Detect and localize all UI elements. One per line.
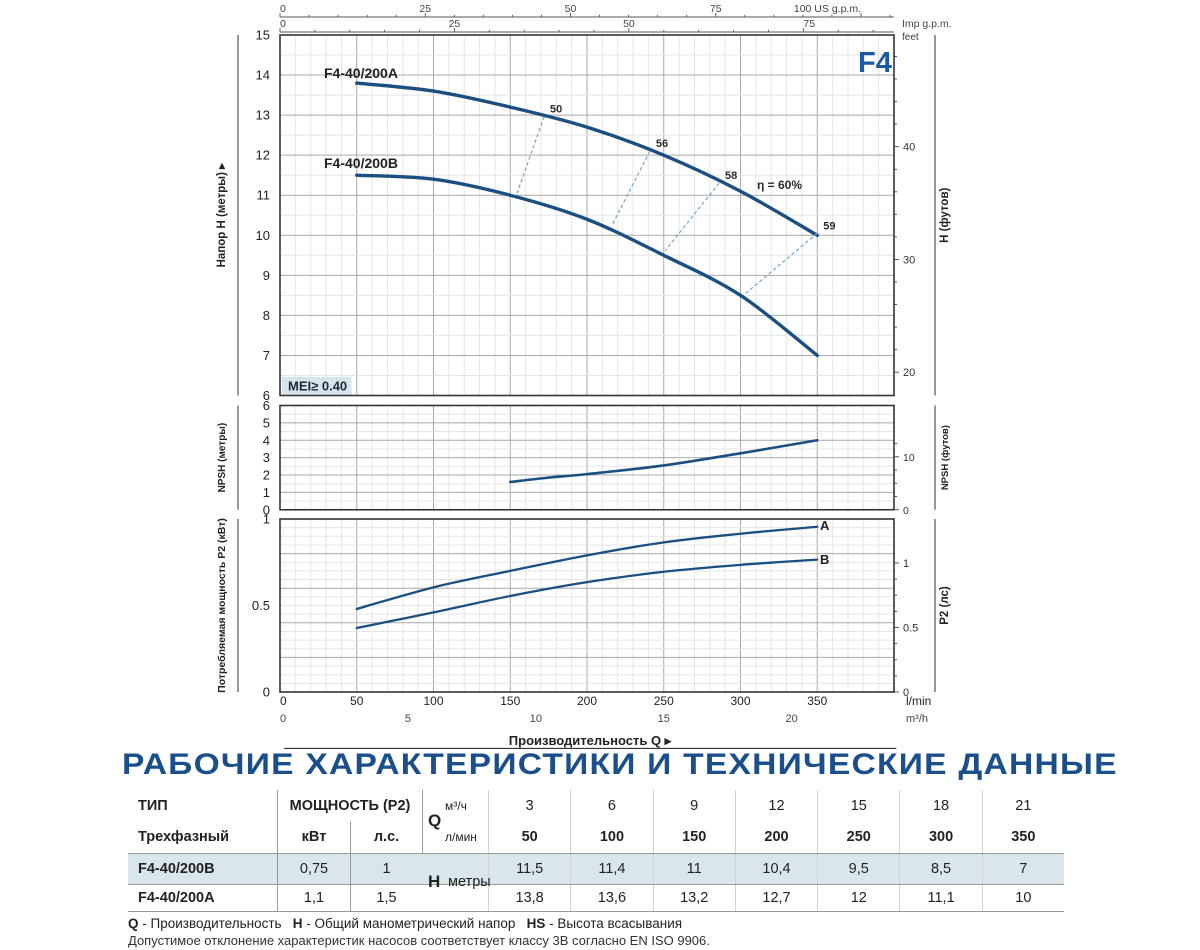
svg-text:6: 6 <box>263 398 270 413</box>
svg-text:0: 0 <box>280 3 286 15</box>
svg-text:30: 30 <box>903 254 915 266</box>
svg-text:P2 (лс): P2 (лс) <box>939 586 951 625</box>
svg-text:11: 11 <box>257 188 271 203</box>
svg-text:250: 250 <box>654 694 674 708</box>
svg-text:10: 10 <box>256 228 270 243</box>
svg-text:m³/h: m³/h <box>906 713 928 725</box>
svg-text:feet: feet <box>902 32 919 43</box>
svg-text:NPSH (метры): NPSH (метры) <box>217 423 228 493</box>
svg-text:A: A <box>820 518 830 533</box>
svg-text:1: 1 <box>903 558 909 570</box>
svg-text:100: 100 <box>423 694 443 708</box>
svg-text:0: 0 <box>280 694 287 708</box>
svg-text:50: 50 <box>350 694 364 708</box>
svg-text:13: 13 <box>256 108 270 123</box>
svg-text:1: 1 <box>263 512 270 527</box>
svg-text:B: B <box>820 552 829 567</box>
svg-text:58: 58 <box>725 170 737 182</box>
svg-text:59: 59 <box>823 220 835 232</box>
svg-text:Напор H (метры) ▸: Напор H (метры) ▸ <box>216 162 228 267</box>
svg-text:Потребляемая мощность P2 (кВт): Потребляемая мощность P2 (кВт) <box>216 518 228 693</box>
svg-text:3: 3 <box>263 450 270 465</box>
svg-text:75: 75 <box>803 18 815 30</box>
svg-text:350: 350 <box>807 694 827 708</box>
svg-text:0.5: 0.5 <box>903 623 918 635</box>
svg-text:0: 0 <box>280 18 286 30</box>
svg-text:Imp g.p.m.: Imp g.p.m. <box>902 18 952 30</box>
svg-text:F4: F4 <box>858 47 892 79</box>
svg-text:200: 200 <box>577 694 597 708</box>
svg-text:20: 20 <box>903 367 915 379</box>
svg-text:F4-40/200B: F4-40/200B <box>324 155 398 171</box>
svg-text:300: 300 <box>730 694 750 708</box>
svg-text:9: 9 <box>263 268 270 283</box>
svg-text:7: 7 <box>263 348 270 363</box>
svg-text:14: 14 <box>256 68 270 83</box>
svg-text:56: 56 <box>656 138 668 150</box>
svg-text:F4-40/200A: F4-40/200A <box>324 65 398 81</box>
svg-text:MEI≥ 0.40: MEI≥ 0.40 <box>288 379 347 394</box>
svg-text:8: 8 <box>263 308 270 323</box>
svg-text:Производительность Q ▸: Производительность Q ▸ <box>509 733 673 748</box>
svg-text:15: 15 <box>658 713 670 725</box>
svg-text:100 US g.p.m.: 100 US g.p.m. <box>794 3 861 15</box>
svg-text:0.5: 0.5 <box>252 598 270 613</box>
svg-text:0: 0 <box>903 505 909 517</box>
svg-text:10: 10 <box>530 713 542 725</box>
svg-text:10: 10 <box>903 452 915 464</box>
svg-text:5: 5 <box>263 415 270 430</box>
svg-text:40: 40 <box>903 142 915 154</box>
svg-text:5: 5 <box>405 713 411 725</box>
svg-text:4: 4 <box>263 433 270 448</box>
svg-text:H (футов): H (футов) <box>939 187 951 242</box>
svg-text:0: 0 <box>263 685 270 700</box>
svg-text:15: 15 <box>256 28 270 43</box>
svg-text:50: 50 <box>550 104 562 116</box>
svg-text:20: 20 <box>786 713 798 725</box>
svg-text:12: 12 <box>256 148 270 163</box>
svg-text:1: 1 <box>263 485 270 500</box>
svg-text:0: 0 <box>280 713 286 725</box>
svg-text:NPSH (футов): NPSH (футов) <box>940 425 951 490</box>
svg-text:150: 150 <box>500 694 520 708</box>
svg-text:2: 2 <box>263 468 270 483</box>
svg-text:l/min: l/min <box>906 694 931 708</box>
svg-text:η = 60%: η = 60% <box>757 178 802 192</box>
